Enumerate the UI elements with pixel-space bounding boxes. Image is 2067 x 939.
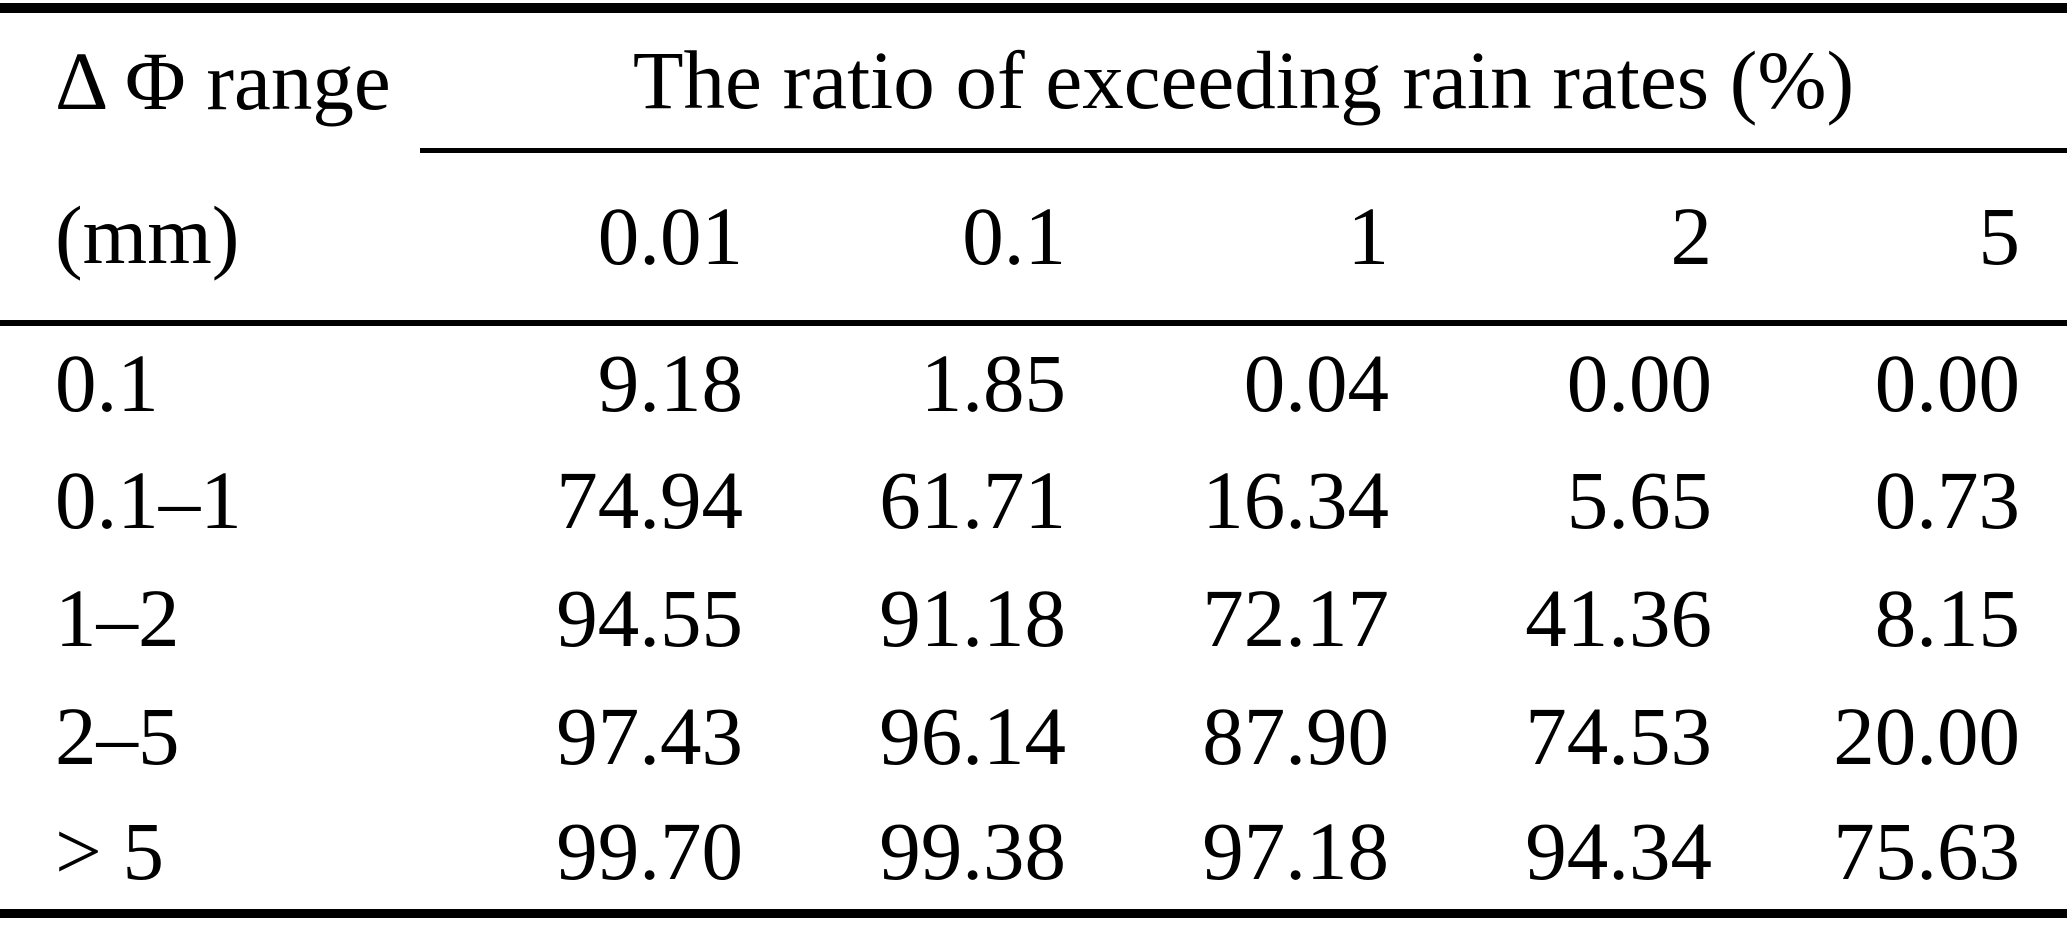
value-cell: 16.34 bbox=[1202, 453, 1389, 546]
value-cell: 8.15 bbox=[1874, 571, 2021, 664]
range-cell: > 5 bbox=[55, 805, 165, 898]
rate-threshold-header-2: 2 bbox=[1670, 189, 1713, 282]
delta-phi-range-header: Δ Φ range bbox=[55, 35, 391, 127]
value-cell: 99.38 bbox=[879, 805, 1066, 898]
table-row: 2–5 97.43 96.14 87.90 74.53 20.00 bbox=[0, 677, 2067, 795]
header-row-1: Δ Φ range The ratio of exceeding rain ra… bbox=[0, 8, 2067, 153]
table-row: 0.1 9.18 1.85 0.04 0.00 0.00 bbox=[0, 323, 2067, 441]
value-cell: 94.34 bbox=[1525, 805, 1712, 898]
value-cell: 20.00 bbox=[1833, 689, 2021, 782]
value-cell: 0.73 bbox=[1874, 453, 2021, 546]
value-cell: 75.63 bbox=[1833, 805, 2021, 898]
value-cell: 99.70 bbox=[556, 805, 743, 898]
unit-header: (mm) bbox=[55, 188, 240, 281]
rate-threshold-header-1: 1 bbox=[1347, 189, 1390, 282]
value-cell: 0.04 bbox=[1243, 337, 1389, 429]
rain-rate-exceedance-table: Δ Φ range The ratio of exceeding rain ra… bbox=[0, 3, 2067, 918]
range-cell: 0.1 bbox=[55, 337, 159, 429]
value-cell: 97.43 bbox=[556, 689, 743, 782]
table-row: > 5 99.70 99.38 97.18 94.34 75.63 bbox=[0, 795, 2067, 913]
value-cell: 1.85 bbox=[920, 337, 1066, 429]
table-row: 1–2 94.55 91.18 72.17 41.36 8.15 bbox=[0, 559, 2067, 677]
range-cell: 0.1–1 bbox=[55, 453, 242, 546]
rate-threshold-header-5: 5 bbox=[1978, 189, 2021, 282]
value-cell: 87.90 bbox=[1202, 689, 1389, 782]
value-cell: 97.18 bbox=[1202, 805, 1389, 898]
value-cell: 94.55 bbox=[556, 571, 743, 664]
value-cell: 61.71 bbox=[879, 453, 1066, 546]
header-row-2: (mm) 0.01 0.1 1 2 5 bbox=[0, 150, 2067, 323]
value-cell: 0.00 bbox=[1566, 337, 1712, 429]
range-cell: 1–2 bbox=[55, 571, 180, 664]
table-row: 0.1–1 74.94 61.71 16.34 5.65 0.73 bbox=[0, 441, 2067, 559]
value-cell: 96.14 bbox=[879, 689, 1066, 782]
value-cell: 0.00 bbox=[1874, 337, 2021, 429]
value-cell: 74.94 bbox=[556, 453, 743, 546]
value-cell: 41.36 bbox=[1525, 571, 1712, 664]
value-cell: 91.18 bbox=[879, 571, 1066, 664]
value-cell: 9.18 bbox=[597, 337, 743, 429]
value-cell: 5.65 bbox=[1566, 453, 1712, 546]
rate-threshold-header-0.1: 0.1 bbox=[962, 189, 1066, 282]
value-cell: 74.53 bbox=[1525, 689, 1712, 782]
range-cell: 2–5 bbox=[55, 689, 180, 782]
ratio-group-header: The ratio of exceeding rain rates (%) bbox=[420, 8, 2067, 153]
value-cell: 72.17 bbox=[1202, 571, 1389, 664]
rate-threshold-header-0.01: 0.01 bbox=[597, 189, 743, 282]
